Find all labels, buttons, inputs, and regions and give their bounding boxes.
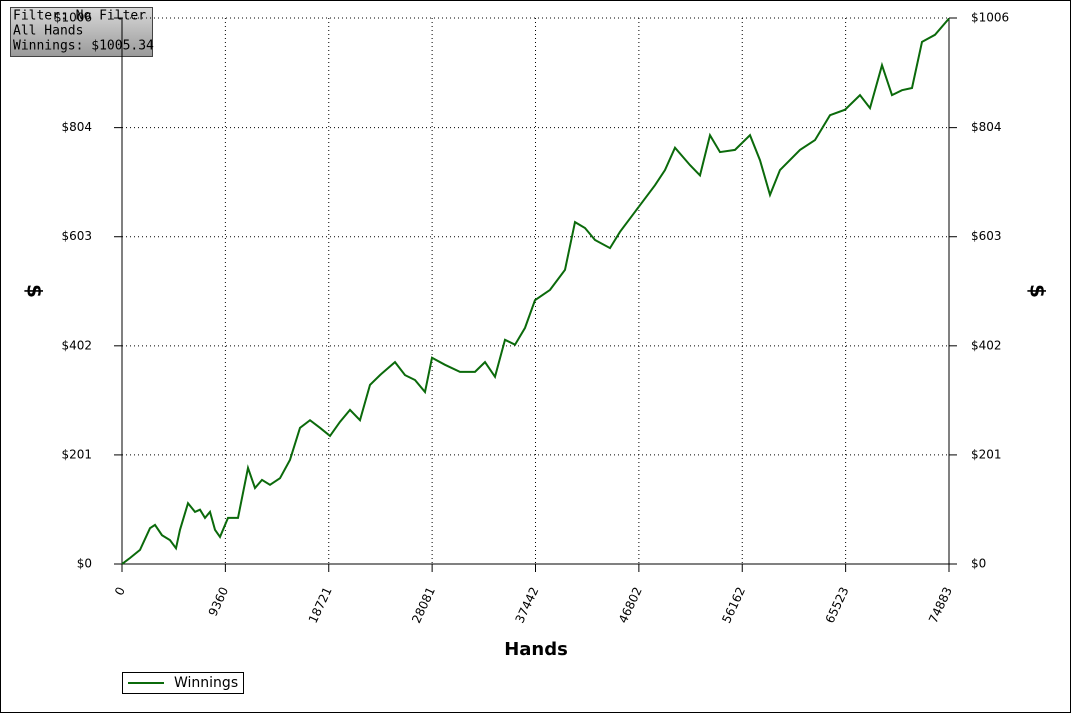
x-axis-label: Hands [504,639,568,660]
annotation: Filter: No Filter All Hands Winnings: $1… [10,7,154,57]
y-tick-label: $1006 [54,11,92,25]
annotation-box [10,7,153,57]
y2-tick-label: $0 [971,557,986,571]
y-tick-label: $603 [61,229,92,243]
legend: Winnings [122,672,244,694]
y2-tick-label: $603 [971,229,1002,243]
legend-box [122,672,244,694]
annotation-line: Winnings: $1005.34 [13,39,154,54]
y-tick-label: $402 [61,338,92,352]
y2-tick-label: $804 [971,120,1002,134]
y-tick-label: $201 [61,447,92,461]
y2-tick-label: $201 [971,447,1002,461]
annotation-line: Filter: No Filter [13,9,146,24]
y2-tick-label: $1006 [971,11,1009,25]
legend-label: Winnings [174,675,238,691]
y-tick-label: $804 [61,120,92,134]
y2-tick-label: $402 [971,338,1002,352]
annotation-line: All Hands [13,24,83,39]
data-line [121,17,950,565]
y2-axis-label: $ [1026,284,1050,298]
y-tick-label: $0 [77,557,92,571]
y-axis-label: $ [23,284,47,298]
